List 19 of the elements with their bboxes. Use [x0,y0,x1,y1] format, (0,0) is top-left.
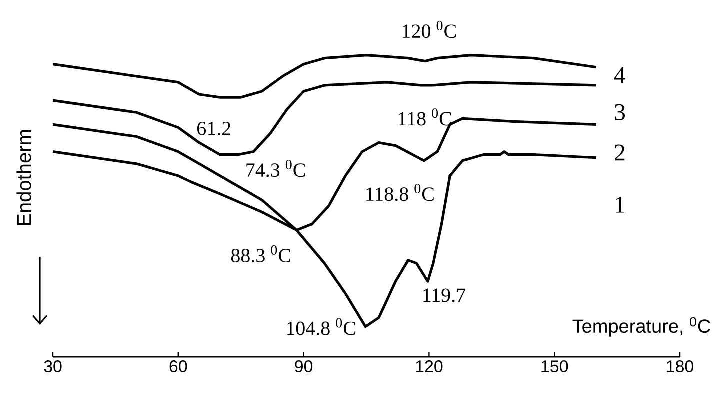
x-tick-label: 150 [542,360,568,373]
x-tick-label: 30 [44,360,62,373]
x-tick-label: 120 [416,360,443,373]
x-tick-label: 180 [667,360,694,373]
annotation: 119.7 [424,288,466,302]
x-axis-title: Temperature, $^{0}$C [572,317,710,337]
x-tick-label: 60 [170,360,188,373]
annotation: 118.8 $^{0}$C [366,184,434,202]
annotation: 61.2 [197,122,231,136]
annotation: 120 $^{0}$C [403,21,456,38]
y-axis-title: Endotherm [16,130,32,226]
series-label: 4 [614,67,626,84]
series-label: 1 [616,196,624,213]
series-label: 3 [615,104,625,121]
x-tick-label: 90 [295,360,313,373]
annotation: 104.8 $^{0}$C [287,318,356,336]
series-label: 2 [614,144,625,161]
annotation: 74.3 $^{0}$C [246,160,306,178]
annotation: 88.3 $^{0}$C [231,245,290,263]
